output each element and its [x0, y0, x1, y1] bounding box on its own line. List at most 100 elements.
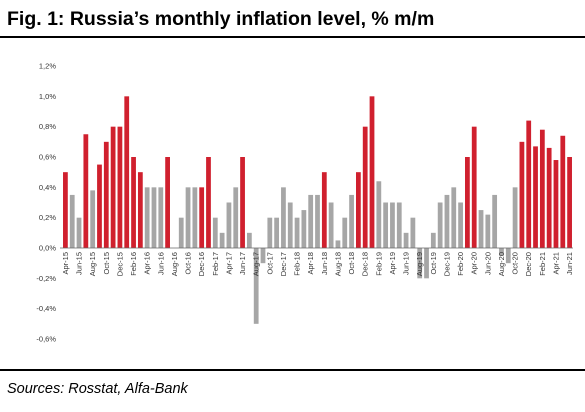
bar-dec-17 — [281, 187, 286, 248]
bar-feb-17 — [212, 217, 218, 248]
bar-jun-16 — [158, 187, 164, 248]
bar-may-20 — [478, 210, 484, 248]
x-tick-label: Dec-18 — [361, 252, 370, 276]
bar-feb-21 — [539, 129, 545, 248]
bar-oct-17 — [267, 217, 273, 248]
x-tick-label: Feb-16 — [129, 252, 138, 276]
x-tick-label: Jun-21 — [565, 252, 574, 275]
bar-jul-20 — [492, 194, 498, 248]
x-tick-label: Dec-20 — [524, 252, 533, 276]
y-tick-label: 0,0% — [39, 244, 56, 253]
x-tick-label: Aug-17 — [252, 252, 261, 276]
bar-jun-18 — [321, 172, 327, 248]
x-tick-label: Dec-17 — [279, 252, 288, 276]
x-tick-label: Oct-15 — [102, 252, 111, 275]
bar-nov-17 — [274, 217, 280, 248]
x-tick-label: Apr-18 — [306, 252, 315, 275]
bar-jan-18 — [287, 202, 293, 248]
y-axis: 1,2% 1,0% 0,8% 0,6% 0,4% 0,2% 0,0% -0,2% -0,4% -0… — [36, 62, 56, 344]
bar-jul-18 — [328, 202, 334, 248]
bar-dec-19 — [444, 194, 450, 248]
bar-nov-16 — [192, 187, 198, 248]
x-tick-label: Feb-20 — [456, 252, 465, 276]
x-tick-label: Feb-18 — [293, 252, 302, 276]
bar-aug-15 — [90, 190, 96, 248]
x-tick-label: Aug-15 — [88, 252, 97, 276]
bar-mar-16 — [137, 172, 143, 248]
bar-apr-19 — [390, 202, 395, 248]
bar-oct-20 — [512, 187, 518, 248]
bar-oct-16 — [185, 187, 191, 248]
x-tick-label: Oct-20 — [511, 252, 520, 275]
y-tick-label: 0,8% — [39, 122, 56, 131]
bar-aug-18 — [335, 240, 341, 248]
y-tick-label: 1,2% — [39, 62, 56, 71]
bar-mar-19 — [383, 202, 389, 248]
bar-dec-16 — [199, 187, 205, 248]
bar-nov-20 — [519, 141, 525, 248]
bar-jan-20 — [451, 187, 457, 248]
bar-may-21 — [560, 135, 566, 248]
bar-oct-18 — [349, 194, 354, 248]
x-tick-label: Jun-18 — [320, 252, 329, 275]
x-tick-label: Apr-15 — [61, 252, 70, 275]
figure-title: Fig. 1: Russia’s monthly inflation level… — [7, 8, 435, 30]
bar-apr-16 — [144, 187, 150, 248]
bar-feb-20 — [458, 202, 463, 248]
bar-jun-20 — [485, 214, 491, 248]
x-tick-label: Apr-20 — [470, 252, 479, 275]
x-tick-label: Oct-18 — [347, 252, 356, 275]
x-tick-label: Apr-21 — [551, 252, 560, 275]
top-divider — [0, 36, 585, 38]
bar-mar-17 — [219, 232, 225, 248]
x-tick-label: Apr-17 — [224, 252, 233, 275]
bar-jan-19 — [369, 96, 375, 248]
x-tick-label: Jun-16 — [156, 252, 165, 275]
inflation-bar-chart: 1,2% 1,0% 0,8% 0,6% 0,4% 0,2% 0,0% -0,2% -0,4% -0… — [36, 62, 574, 344]
bar-sep-19 — [424, 248, 429, 279]
x-tick-label: Dec-15 — [115, 252, 124, 276]
y-tick-label: 0,4% — [39, 183, 56, 192]
bar-oct-15 — [103, 141, 109, 248]
bar-may-17 — [233, 187, 239, 248]
bar-aug-19 — [417, 248, 423, 279]
x-tick-label: Dec-16 — [197, 252, 206, 276]
bar-dec-18 — [362, 126, 368, 248]
x-tick-label: Dec-19 — [442, 252, 451, 276]
bar-jul-16 — [165, 157, 170, 248]
bottom-divider — [0, 369, 585, 371]
bar-mar-18 — [301, 210, 307, 248]
bar-sep-18 — [342, 217, 348, 248]
x-tick-label: Apr-16 — [143, 252, 152, 275]
y-tick-label: 0,6% — [39, 153, 56, 162]
y-tick-label: -0,4% — [36, 304, 56, 313]
y-tick-label: -0,2% — [36, 274, 56, 283]
x-tick-label: Aug-19 — [415, 252, 424, 276]
source-note: Sources: Rosstat, Alfa-Bank — [7, 381, 188, 397]
bar-oct-19 — [430, 232, 436, 248]
bar-jan-21 — [533, 146, 538, 248]
bar-apr-21 — [553, 160, 559, 248]
bar-mar-21 — [546, 147, 552, 248]
bar-apr-15 — [63, 172, 68, 248]
bar-apr-20 — [471, 126, 477, 248]
bar-may-19 — [396, 202, 402, 248]
bar-mar-20 — [465, 157, 470, 248]
bar-sep-16 — [178, 217, 184, 248]
bar-jul-15 — [83, 134, 89, 248]
bar-jul-17 — [246, 232, 252, 248]
bar-nov-18 — [356, 172, 361, 248]
x-tick-label: Jun-20 — [483, 252, 492, 275]
bar-may-15 — [69, 194, 75, 248]
x-tick-label: Feb-17 — [211, 252, 220, 276]
x-tick-label: Oct-19 — [429, 252, 438, 275]
x-tick-label: Aug-20 — [497, 252, 506, 276]
bar-sep-17 — [260, 248, 266, 264]
bar-nov-15 — [110, 126, 116, 248]
bar-feb-19 — [376, 181, 382, 248]
x-tick-label: Jun-15 — [75, 252, 84, 275]
y-tick-label: 1,0% — [39, 92, 56, 101]
bar-may-16 — [151, 187, 157, 248]
bar-sep-20 — [505, 248, 511, 264]
bar-aug-17 — [253, 248, 259, 324]
